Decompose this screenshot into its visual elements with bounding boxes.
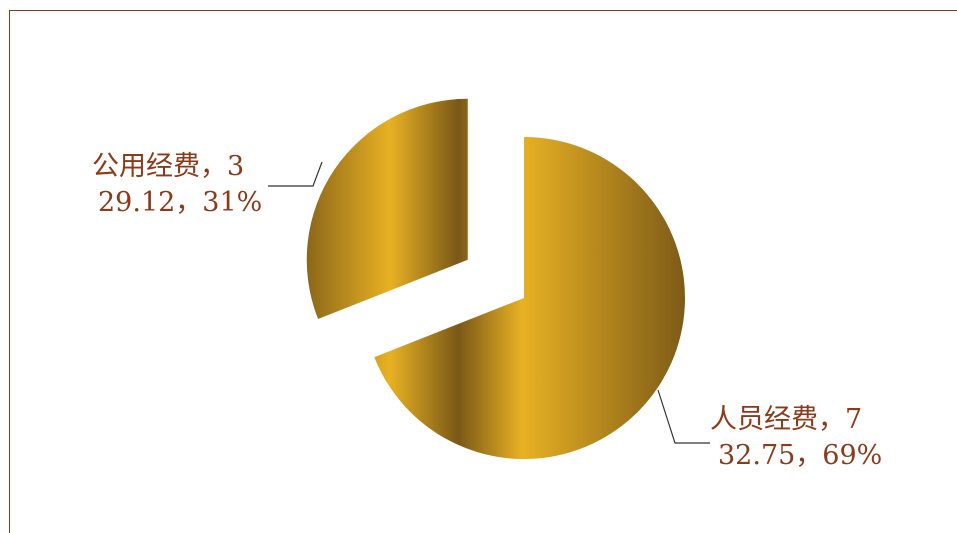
leader-line-personnel [657,389,710,444]
data-label-public-line2: 29.12，31% [98,187,263,218]
pie-slice-personnel [374,137,685,459]
pie-slice-public [306,98,468,319]
data-label-personnel-line1: 人员经费，7 [710,404,863,435]
chart-frame [9,10,957,533]
data-label-personnel-line2: 32.75，69% [718,440,883,471]
leader-line-public [268,161,323,187]
data-label-personnel: 人员经费，7 32.75，69% [710,402,882,474]
data-label-public: 公用经费，3 29.12，31% [92,149,262,221]
data-label-public-line1: 公用经费，3 [92,151,245,182]
